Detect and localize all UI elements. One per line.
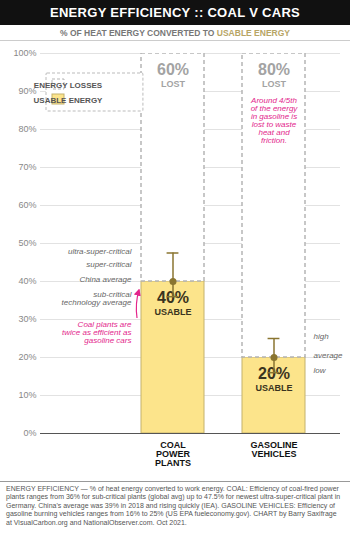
svg-text:90%: 90% <box>18 86 37 97</box>
svg-text:60%: 60% <box>18 200 36 210</box>
html-text:% OF HEAT ENERGY CONVERTED TO: % OF HEAT ENERGY CONVERTED TO USABLE ENE… <box>60 28 290 38</box>
svg-text:10%: 10% <box>18 390 36 400</box>
svg-text:100%: 100% <box>13 48 36 58</box>
svg-text:USABLE ENERGY: USABLE ENERGY <box>34 96 104 105</box>
svg-text:USABLE: USABLE <box>255 383 292 393</box>
svg-text:USABLE: USABLE <box>154 307 191 317</box>
svg-text:50%: 50% <box>18 238 36 248</box>
svg-text:Around 4/5thof the energyin ga: Around 4/5thof the energyin gasoline isl… <box>250 96 298 145</box>
svg-text:LOST: LOST <box>262 79 287 89</box>
svg-text:sub-criticaltechnology average: sub-criticaltechnology average <box>62 290 132 307</box>
svg-text:80%: 80% <box>18 124 36 134</box>
svg-text:30%: 30% <box>18 314 36 324</box>
svg-text:Coal plants aretwice as effici: Coal plants aretwice as efficient asgaso… <box>62 320 132 345</box>
svg-text:40%: 40% <box>157 288 189 306</box>
svg-text:COALPOWERPLANTS: COALPOWERPLANTS <box>155 440 191 468</box>
svg-text:LOST: LOST <box>161 79 186 89</box>
svg-text:super-critical: super-critical <box>86 260 131 269</box>
html-text:ENERGY EFFICIENCY — % of heat: ENERGY EFFICIENCY — % of heat energy con… <box>6 485 341 526</box>
svg-text:20%: 20% <box>258 364 290 382</box>
svg-text:GASOLINEVEHICLES: GASOLINEVEHICLES <box>250 440 297 459</box>
svg-text:China average: China average <box>79 275 132 284</box>
svg-text:average: average <box>314 351 343 360</box>
svg-text:60%: 60% <box>157 61 189 78</box>
svg-text:80%: 80% <box>258 61 290 78</box>
svg-text:70%: 70% <box>18 162 36 172</box>
svg-text:40%: 40% <box>18 276 36 286</box>
svg-text:ultra-super-critical: ultra-super-critical <box>68 247 132 256</box>
html-text:ENERGY EFFICIENCY :: COAL V CA: ENERGY EFFICIENCY :: COAL V CARS <box>49 5 301 20</box>
svg-text:ENERGY LOSSES: ENERGY LOSSES <box>34 81 103 90</box>
svg-text:0%: 0% <box>23 428 36 438</box>
svg-text:high: high <box>314 332 330 341</box>
svg-text:low: low <box>314 366 327 375</box>
svg-text:20%: 20% <box>18 352 36 362</box>
